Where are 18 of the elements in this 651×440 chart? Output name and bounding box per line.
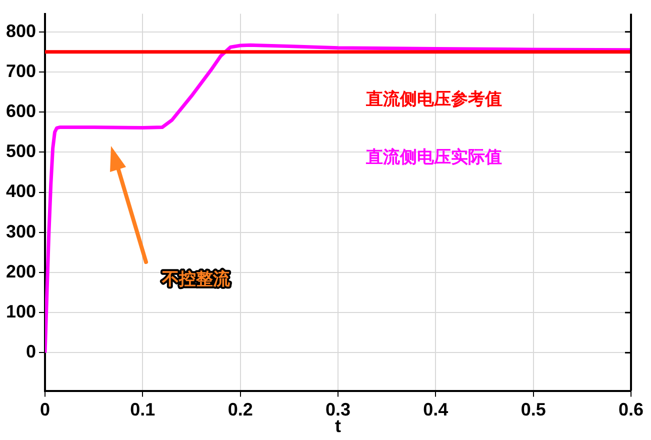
y-tick-label: 300 [6, 221, 36, 242]
y-tick-label: 200 [6, 261, 36, 282]
y-tick-label: 400 [6, 181, 36, 202]
text: 直流侧电压参考值 [365, 89, 502, 110]
y-tick-label: 600 [6, 101, 36, 122]
x-tick-label: 0.6 [618, 400, 644, 420]
x-tick-label: 0.2 [228, 400, 253, 420]
y-tick-label: 0 [26, 342, 36, 362]
text: 直流侧电压实际值 [365, 147, 502, 168]
x-tick-label: 0 [40, 400, 50, 420]
y-tick-label: 700 [6, 60, 36, 81]
y-tick-label: 100 [6, 302, 36, 322]
x-tick-label: 0.5 [520, 400, 546, 420]
annotation: 不控整流 [161, 269, 231, 290]
y-tick-label: 500 [6, 141, 36, 162]
x-tick-label: 0.4 [423, 400, 448, 420]
x-tick-label: 0.1 [130, 400, 156, 420]
y-tick-label: 800 [6, 20, 36, 41]
